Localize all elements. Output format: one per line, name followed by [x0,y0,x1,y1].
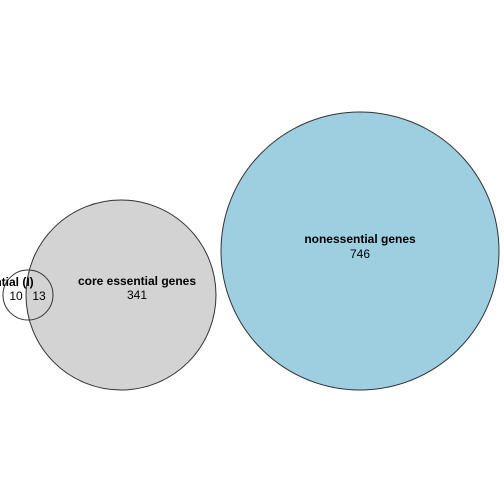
nonessential-genes-circle [220,111,500,391]
nonessential-genes-label: nonessential genes [304,232,416,246]
nonessential-genes-count: 746 [350,247,370,261]
essential-i-circle [2,269,54,321]
essential-i-label: ssential (I) [0,275,34,289]
essential-i-count: 10 [9,289,23,303]
overlap-count: 13 [32,289,46,303]
core-essential-genes-circle [25,199,217,391]
core-essential-genes-label: core essential genes [78,274,196,288]
core-essential-genes-count: 341 [127,288,147,302]
